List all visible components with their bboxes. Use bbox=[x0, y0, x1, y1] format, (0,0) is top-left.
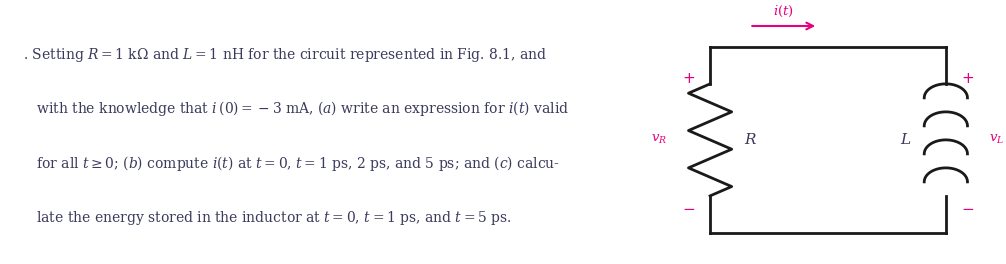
Text: +: + bbox=[682, 71, 695, 86]
Text: late the energy stored in the inductor at $t = 0$, $t = 1$ ps, and $t = 5$ ps.: late the energy stored in the inductor a… bbox=[22, 209, 511, 227]
Text: for all $t \geq 0$; $(b)$ compute $i(t)$ at $t = 0$, $t = 1$ ps, 2 ps, and 5 ps;: for all $t \geq 0$; $(b)$ compute $i(t)$… bbox=[22, 153, 559, 172]
Text: $R$: $R$ bbox=[744, 132, 758, 147]
Text: with the knowledge that $i\,(0) = -3$ mA, $(a)$ write an expression for $i(t)$ v: with the knowledge that $i\,(0) = -3$ mA… bbox=[22, 99, 568, 118]
Text: +: + bbox=[961, 71, 974, 86]
Text: $L$: $L$ bbox=[900, 132, 911, 147]
Text: $-$: $-$ bbox=[682, 200, 695, 215]
Text: $v_L$: $v_L$ bbox=[989, 133, 1004, 147]
Text: . Setting $R = 1$ k$\Omega$ and $L = 1$ nH for the circuit represented in Fig. 8: . Setting $R = 1$ k$\Omega$ and $L = 1$ … bbox=[22, 46, 547, 64]
Text: $i(t)$: $i(t)$ bbox=[774, 3, 794, 18]
Text: $-$: $-$ bbox=[961, 200, 974, 215]
Text: $v_R$: $v_R$ bbox=[651, 133, 667, 147]
